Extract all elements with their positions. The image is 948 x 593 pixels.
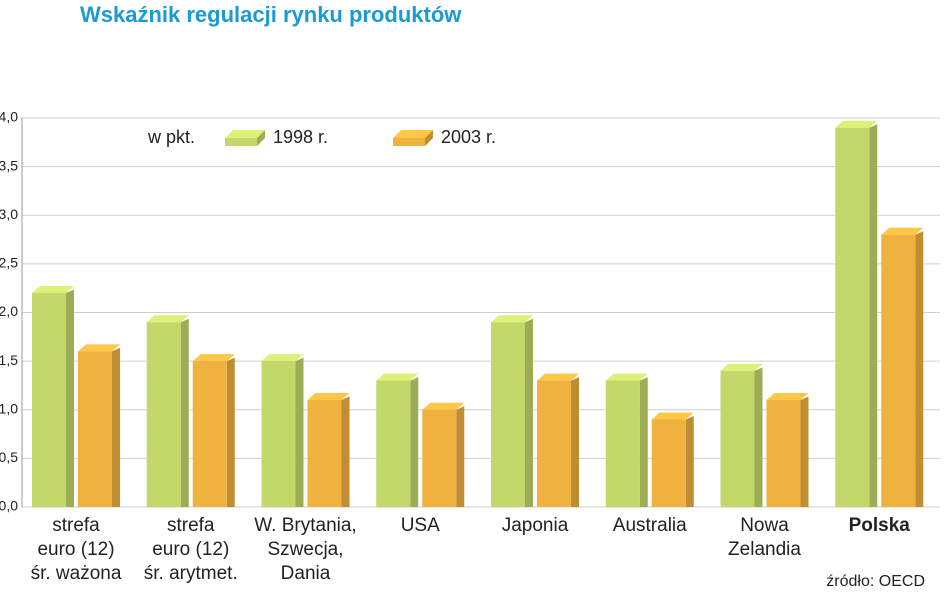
bar-side	[180, 318, 189, 507]
bar	[537, 380, 571, 507]
bar-top	[881, 227, 924, 235]
bar-side	[226, 357, 235, 507]
bar-side	[639, 377, 648, 507]
x-tick-label: USA	[401, 515, 440, 536]
bar-side	[754, 367, 763, 507]
x-tick-label: strefa euro (12) śr. ważona	[31, 515, 122, 584]
bar-side	[295, 357, 304, 507]
y-tick-label: 2,0	[0, 303, 18, 319]
legend-swatch-side	[257, 130, 265, 146]
legend-swatch-side	[425, 130, 433, 146]
bar-side	[915, 231, 924, 507]
x-tick-label: Nowa Zelandia	[728, 515, 801, 560]
bar-side	[525, 318, 533, 507]
bar	[192, 361, 227, 507]
bar-top	[651, 412, 694, 420]
bar-top	[307, 393, 350, 401]
bar-side	[66, 289, 74, 507]
legend-title: w pkt.	[147, 127, 195, 147]
y-tick-label: 0,0	[0, 498, 18, 514]
legend-label: 2003 r.	[441, 127, 496, 147]
bar-top	[537, 373, 579, 381]
legend-swatch	[225, 138, 257, 146]
bar	[146, 322, 181, 507]
bar-side	[341, 396, 350, 507]
y-tick-label: 2,5	[0, 255, 18, 271]
bar-side	[410, 377, 419, 507]
bar-top	[192, 354, 235, 362]
bar	[422, 409, 457, 507]
x-tick-label: Japonia	[502, 515, 569, 536]
y-tick-label: 3,5	[0, 157, 18, 173]
source: źródło: OECD	[826, 573, 925, 590]
legend-swatch-top	[225, 130, 265, 138]
x-tick-label: strefa euro (12) śr. arytmet.	[144, 515, 238, 584]
x-tick-label: W. Brytania, Szwecja, Dania	[254, 515, 356, 584]
bar	[835, 127, 870, 507]
bar	[307, 400, 342, 507]
bar-side	[869, 124, 878, 507]
bar	[491, 322, 525, 507]
bar	[651, 419, 686, 507]
bar-side	[456, 406, 465, 507]
bar	[261, 361, 296, 507]
bar	[376, 380, 411, 507]
bar	[766, 400, 801, 507]
bar-top	[376, 373, 419, 381]
x-tick-label: Polska	[849, 515, 911, 536]
y-tick-label: 4,0	[0, 109, 18, 125]
bar-top	[605, 373, 648, 381]
bar	[78, 351, 112, 507]
bar-side	[800, 396, 809, 507]
bar-top	[422, 402, 465, 410]
bar-top	[146, 315, 189, 323]
bar-top	[720, 363, 763, 371]
legend-swatch	[393, 138, 425, 146]
bar	[720, 370, 755, 507]
bar	[881, 234, 916, 507]
bar	[32, 293, 66, 507]
x-tick-label: Australia	[613, 515, 687, 536]
bar-top	[766, 393, 809, 401]
y-tick-label: 1,5	[0, 352, 18, 368]
y-tick-label: 3,0	[0, 206, 18, 222]
bar-side	[571, 377, 579, 507]
chart-title: Wskaźnik regulacji rynku produktów	[80, 2, 462, 27]
bar-top	[78, 344, 120, 352]
bar	[605, 380, 640, 507]
bar-top	[32, 286, 74, 294]
legend-swatch-top	[393, 130, 433, 138]
bar-side	[685, 415, 694, 507]
legend-label: 1998 r.	[273, 127, 328, 147]
bar-top	[261, 354, 304, 362]
bar-top	[835, 120, 878, 128]
bar-side	[112, 347, 120, 507]
y-tick-label: 1,0	[0, 400, 18, 416]
bar-top	[491, 315, 533, 323]
y-tick-label: 0,5	[0, 449, 18, 465]
